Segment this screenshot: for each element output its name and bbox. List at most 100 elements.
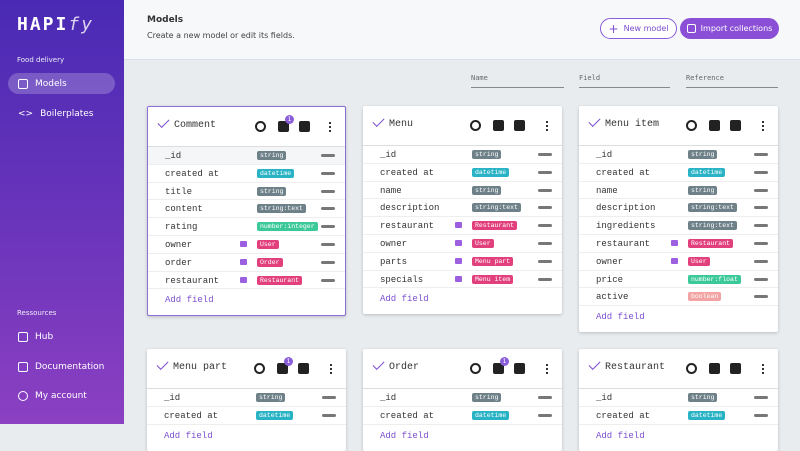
header-icon[interactable] xyxy=(686,120,697,131)
header-icon[interactable] xyxy=(730,120,741,131)
add-field-button[interactable]: Add field xyxy=(380,430,429,441)
menu-icon[interactable] xyxy=(762,363,764,374)
header-icon[interactable] xyxy=(470,120,481,131)
filter-select[interactable]: Reference xyxy=(686,74,778,88)
header-icon[interactable] xyxy=(254,363,265,374)
field-name: ingredients xyxy=(596,221,656,232)
field-row[interactable]: active boolean xyxy=(579,288,778,307)
field-row[interactable]: owner User xyxy=(579,253,778,271)
new-model-button[interactable]: + New model xyxy=(600,18,677,39)
field-row[interactable]: created at datetime xyxy=(148,165,345,183)
field-row[interactable]: order Order xyxy=(148,254,345,272)
field-row[interactable]: _id string xyxy=(579,389,778,407)
field-row[interactable]: name string xyxy=(363,182,562,200)
field-type: boolean xyxy=(688,292,722,302)
nav-item[interactable]: Models xyxy=(8,73,115,94)
field-row[interactable]: description string:text xyxy=(579,199,778,218)
check-icon xyxy=(588,114,601,128)
header-icon[interactable] xyxy=(709,363,720,374)
import-button[interactable]: Import collections xyxy=(680,18,779,39)
nav-item[interactable]: Hub xyxy=(8,326,115,347)
card-header: Menu item xyxy=(579,106,778,146)
menu-icon[interactable] xyxy=(546,363,548,374)
header-icon[interactable] xyxy=(514,363,525,374)
field-row[interactable]: _id string xyxy=(363,146,562,164)
model-card[interactable]: Restaurant _id string created at datetime Add… xyxy=(579,349,778,451)
field-row[interactable]: name string xyxy=(579,182,778,200)
filter-input[interactable]: Field xyxy=(579,74,670,88)
menu-icon[interactable] xyxy=(546,120,548,131)
model-card[interactable]: Menu part 1 _id string created at datetime Add… xyxy=(147,349,346,451)
header-icon[interactable] xyxy=(470,363,481,374)
field-row[interactable]: ingredients string:text xyxy=(579,217,778,235)
field-row[interactable]: content string:text xyxy=(148,200,345,219)
field-row[interactable]: created at datetime xyxy=(579,164,778,182)
field-actions xyxy=(538,188,552,192)
card-title: Comment xyxy=(174,120,217,131)
field-row[interactable]: title string xyxy=(148,183,345,201)
field-row[interactable]: _id string xyxy=(363,389,562,407)
field-actions xyxy=(754,396,768,399)
add-field-button[interactable]: Add field xyxy=(380,294,429,305)
field-actions xyxy=(321,225,335,229)
comment-badge: 1 xyxy=(500,357,509,366)
add-field-button[interactable]: Add field xyxy=(596,312,645,323)
header-icon[interactable] xyxy=(299,121,310,132)
field-type: string xyxy=(472,150,502,159)
note-icon xyxy=(455,257,462,264)
field-row[interactable]: created at datetime xyxy=(579,407,778,425)
field-name: owner xyxy=(165,239,193,250)
field-actions xyxy=(322,413,336,417)
nav-item[interactable]: <> Boilerplates xyxy=(18,108,94,119)
header-icon[interactable] xyxy=(298,363,309,374)
header: Models Create a new model or edit its fi… xyxy=(124,0,800,60)
model-card[interactable]: Comment 1 _id string created at datetime title… xyxy=(147,106,346,317)
add-field-button[interactable]: Add field xyxy=(165,295,214,306)
add-field-button[interactable]: Add field xyxy=(164,430,213,441)
header-icon[interactable] xyxy=(493,120,504,131)
card-header: Menu part 1 xyxy=(147,349,346,389)
field-name: description xyxy=(380,203,440,214)
field-name: created at xyxy=(164,410,219,421)
field-row[interactable]: created at datetime xyxy=(147,407,346,425)
header-icon[interactable] xyxy=(709,120,720,131)
field-row[interactable]: restaurant Restaurant xyxy=(363,217,562,235)
field-row[interactable]: description string:text xyxy=(363,199,562,218)
field-row[interactable]: specials Menu item xyxy=(363,271,562,289)
model-card[interactable]: Order 1 _id string created at datetime Add fie… xyxy=(363,349,562,451)
field-row[interactable]: parts Menu part xyxy=(363,253,562,271)
menu-icon[interactable] xyxy=(330,363,332,374)
comment-badge: 1 xyxy=(284,357,293,366)
header-icon[interactable] xyxy=(278,121,289,132)
field-row[interactable]: created at datetime xyxy=(363,164,562,182)
model-card[interactable]: Menu _id string created at datetime name strin… xyxy=(363,106,562,315)
header-icon[interactable] xyxy=(730,363,741,374)
header-icon[interactable] xyxy=(493,363,504,374)
field-row[interactable]: restaurant Restaurant xyxy=(579,235,778,253)
field-type: datetime xyxy=(688,167,726,177)
header-icon[interactable] xyxy=(255,121,266,132)
field-row[interactable]: _id string xyxy=(579,146,778,164)
logo: HAPIfy xyxy=(17,14,94,35)
filter-input[interactable]: Name xyxy=(471,74,564,88)
field-row[interactable]: owner User xyxy=(148,236,345,254)
field-row[interactable]: created at datetime xyxy=(363,407,562,425)
field-row[interactable]: _id string xyxy=(147,389,346,407)
field-row[interactable]: rating number:integer xyxy=(148,218,345,236)
field-row[interactable]: restaurant Restaurant xyxy=(148,272,345,290)
field-type: datetime xyxy=(472,410,510,420)
nav-item[interactable]: My account xyxy=(8,385,115,406)
model-card[interactable]: Menu item _id string created at datetime name… xyxy=(579,106,778,333)
button-label: New model xyxy=(623,24,669,33)
field-row[interactable]: owner User xyxy=(363,235,562,253)
field-row[interactable]: price number:float xyxy=(579,271,778,289)
menu-icon[interactable] xyxy=(762,120,764,131)
add-field-button[interactable]: Add field xyxy=(596,430,645,441)
field-actions xyxy=(754,188,768,192)
header-icon[interactable] xyxy=(277,363,288,374)
field-row[interactable]: _id string xyxy=(148,147,345,165)
menu-icon[interactable] xyxy=(329,121,331,132)
header-icon[interactable] xyxy=(514,120,525,131)
nav-item[interactable]: Documentation xyxy=(8,356,115,377)
header-icon[interactable] xyxy=(686,363,697,374)
